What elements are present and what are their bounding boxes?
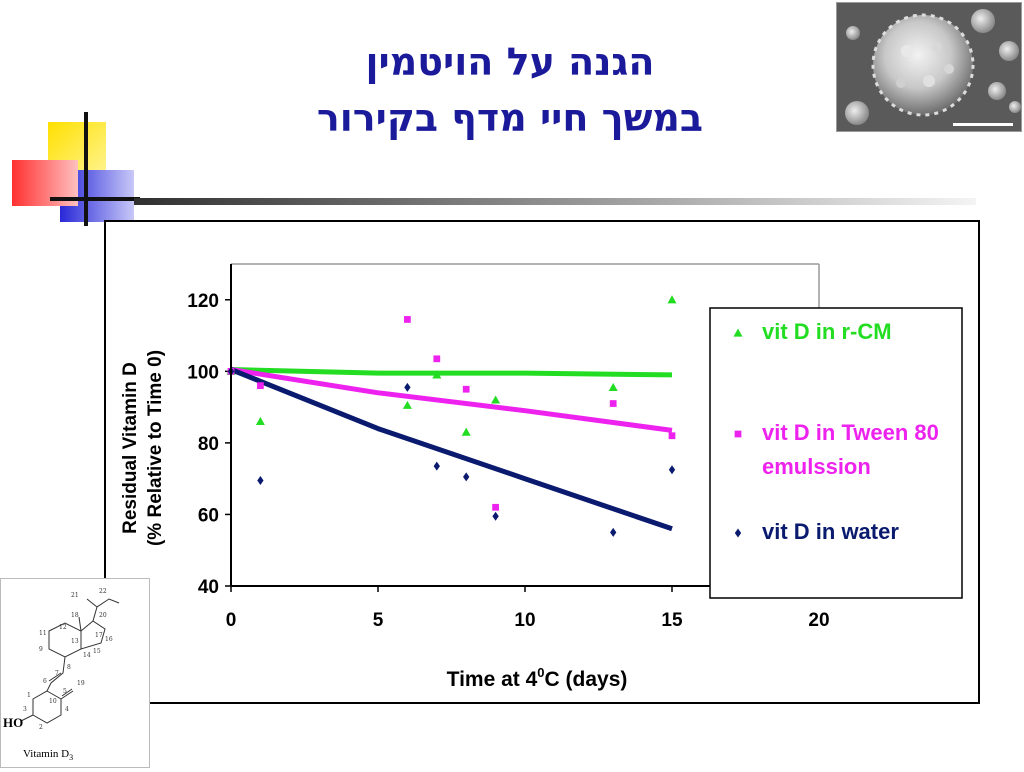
- molecule-atom-number: 8: [67, 664, 71, 671]
- data-point-water: [433, 461, 440, 471]
- x-axis-title-tail: C (days): [545, 668, 628, 691]
- data-point-water: [610, 527, 617, 537]
- legend-label-tween: vit D in Tween 80 emulssion: [762, 420, 939, 479]
- molecule-atom-number: 12: [59, 624, 67, 631]
- data-point-tween: [404, 316, 411, 323]
- data-point-r-cm: [667, 295, 677, 304]
- molecule-atom-number: 2: [39, 724, 43, 731]
- y-tick-label: 60: [198, 505, 219, 526]
- molecule-atom-number: 17: [95, 632, 103, 639]
- legend-marker-r-cm: [733, 328, 743, 337]
- molecule-atom-number: 19: [77, 680, 85, 687]
- slide-title: הגנה על הויטמין במשך חיי מדף בקירור: [180, 34, 840, 146]
- legend-label-tween-line-1: vit D in Tween 80: [762, 420, 939, 445]
- molecule-atom-number: 9: [39, 646, 43, 653]
- y-tick-label: 80: [198, 434, 219, 455]
- data-point-water: [257, 475, 264, 485]
- legend-box: [709, 307, 963, 599]
- molecule-atom-number: 18: [71, 612, 79, 619]
- data-point-r-cm: [491, 395, 501, 404]
- molecule-atom-number: 22: [99, 588, 107, 595]
- data-point-r-cm: [432, 370, 442, 379]
- data-point-tween: [609, 400, 617, 407]
- microscope-image: [836, 2, 1022, 132]
- y-axis-title-line-2: (% Relative to Time 0): [145, 350, 166, 546]
- molecule-caption-text: Vitamin D: [23, 748, 69, 760]
- molecule-atom-number: 13: [71, 638, 79, 645]
- molecule-atom-number: 1: [27, 692, 31, 699]
- y-tick-label: 120: [187, 291, 219, 312]
- y-tick-label: 100: [187, 362, 219, 383]
- molecule-atom-number: 15: [93, 648, 101, 655]
- trend-line-tween: [230, 367, 673, 433]
- data-point-r-cm: [461, 427, 471, 436]
- x-tick-label: 20: [808, 610, 829, 631]
- data-point-tween: [668, 432, 676, 440]
- data-point-tween: [462, 385, 470, 393]
- molecule-atom-number: 21: [71, 592, 79, 599]
- x-axis-title: Time at 40C (days): [447, 665, 628, 691]
- x-tick-label: 0: [226, 610, 237, 631]
- molecule-atom-number: 11: [39, 630, 47, 637]
- y-axis-title-line-1: Residual Vitamin D: [120, 362, 141, 534]
- legend-label-water: vit D in water: [762, 519, 899, 544]
- molecule-atom-number: 7: [55, 670, 59, 677]
- x-axis-title-superscript: 0: [537, 665, 544, 680]
- legend-label-tween-line-2: emulssion: [762, 454, 871, 479]
- data-point-tween: [433, 355, 441, 363]
- data-point-r-cm: [255, 416, 265, 426]
- molecule-atom-number: 10: [49, 698, 57, 705]
- data-point-r-cm: [608, 382, 618, 392]
- x-tick-label: 10: [514, 610, 535, 631]
- y-tick-label: 40: [198, 577, 219, 598]
- molecule-atom-number: 3: [23, 706, 27, 713]
- deco-horizontal-line: [50, 197, 140, 201]
- x-tick-label: 15: [661, 610, 683, 631]
- molecule-atom-number: 5: [63, 688, 67, 695]
- legend-marker-water: [734, 528, 742, 538]
- molecule-atom-number: 16: [105, 636, 113, 643]
- data-point-tween: [492, 503, 499, 511]
- molecule-caption: Vitamin D3: [23, 748, 73, 762]
- data-point-water: [492, 511, 499, 521]
- x-tick-label: 5: [373, 610, 384, 631]
- data-point-tween: [257, 382, 264, 390]
- chart-frame: 40 60 80 100 120 0 5 10 15 20 Time at 40C (days) …: [104, 220, 980, 704]
- trend-line-r-cm: [230, 367, 673, 378]
- molecule-atom-number: 20: [99, 612, 107, 619]
- data-point-water: [463, 472, 470, 482]
- molecule-ho-label: HO: [3, 715, 23, 730]
- molecule-atom-number: 6: [43, 678, 47, 685]
- data-point-water: [404, 382, 411, 392]
- molecule-caption-subscript: 3: [69, 753, 73, 762]
- header-divider-line: [134, 198, 976, 205]
- trend-line-water: [230, 367, 673, 532]
- vitamin-d3-molecule-diagram: 21 22 18 20 12 17 11 13 16 9 14 15 8 7 6 19 5 10 4 1 3 2 HO V…: [0, 578, 150, 768]
- deco-vertical-line: [84, 112, 88, 226]
- data-point-water: [668, 465, 676, 475]
- legend-label-r-cm: vit D in r-CM: [762, 319, 892, 344]
- chart-legend: vit D in r-CM vit D in Tween 80 emulssion…: [709, 307, 963, 599]
- x-axis-title-main: Time at 4: [447, 668, 538, 691]
- legend-marker-tween: [734, 430, 742, 438]
- data-point-r-cm: [402, 400, 412, 409]
- molecule-atom-number: 14: [83, 652, 91, 659]
- slide-title-line-2: במשך חיי מדף בקירור: [316, 96, 704, 140]
- molecule-atom-number: 4: [65, 706, 69, 713]
- slide-title-line-1: הגנה על הויטמין: [365, 40, 655, 84]
